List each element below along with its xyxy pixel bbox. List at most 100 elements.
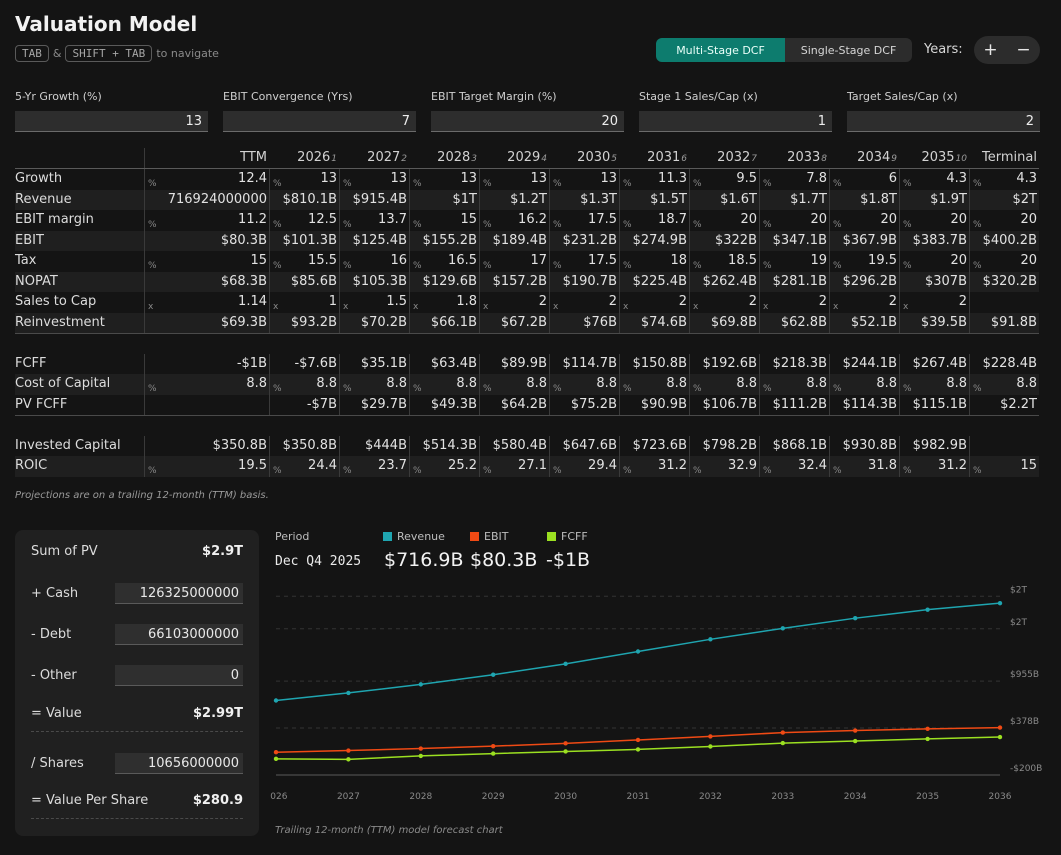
- x-tick-label: 2031: [627, 792, 650, 802]
- cell-value: 17.5: [588, 212, 617, 227]
- table-cell: $106.7B: [689, 394, 759, 415]
- table-cell: % 8.8: [619, 374, 689, 395]
- table-cell: % 20: [899, 251, 969, 272]
- cell-value: 2: [608, 294, 617, 309]
- assumption-input[interactable]: 13: [15, 111, 208, 132]
- unit-label: %: [273, 465, 282, 476]
- cell-value: $105.3B: [352, 273, 407, 289]
- cell-value: 16: [390, 253, 407, 268]
- other-input[interactable]: 0: [115, 665, 243, 686]
- table-cell: [969, 435, 1039, 456]
- cell-value: $67.2B: [500, 314, 547, 330]
- cell-value: $155.2B: [422, 232, 477, 248]
- cell-value: 23.7: [378, 458, 407, 473]
- table-cell: % 8.8: [829, 374, 899, 395]
- table-cell: $444B: [339, 435, 409, 456]
- years-minus-button[interactable]: −: [1016, 40, 1031, 60]
- cell-value: $68.3B: [220, 273, 267, 289]
- table-cell: $63.4B: [409, 353, 479, 374]
- cell-value: $64.2B: [500, 396, 547, 412]
- table-cell: % 15: [409, 210, 479, 231]
- table-cell: $189.4B: [479, 230, 549, 251]
- cell-value: 2: [538, 294, 547, 309]
- table-cell: $1.6T: [689, 189, 759, 210]
- cell-value: $29.7B: [360, 396, 407, 412]
- table-cell: $76B: [549, 312, 619, 333]
- single-stage-dcf-button[interactable]: Single-Stage DCF: [785, 38, 912, 62]
- unit-label: %: [343, 219, 352, 230]
- input-label: EBIT Target Margin (%): [431, 90, 557, 103]
- cell-value: $320.2B: [982, 273, 1037, 289]
- unit-label: %: [833, 383, 842, 394]
- table-cell: $322B: [689, 230, 759, 251]
- cell-value: $91.8B: [990, 314, 1037, 330]
- unit-label: %: [413, 219, 422, 230]
- unit-label: %: [148, 465, 157, 476]
- cell-value: 15: [250, 253, 267, 268]
- header-spacer: [15, 148, 144, 168]
- table-cell: [144, 394, 269, 415]
- cell-value: $70.2B: [360, 314, 407, 330]
- assumption-input[interactable]: 20: [431, 111, 624, 132]
- table-cell: % 16.2: [479, 210, 549, 231]
- table-row: Growth% 12.4% 13% 13% 13% 13% 13% 11.3% 9.5% 7.8%…: [15, 169, 1039, 190]
- table-cell: % 17.5: [549, 210, 619, 231]
- other-label: - Other: [31, 668, 77, 683]
- divider: [31, 731, 243, 732]
- cell-value: $296.2B: [842, 273, 897, 289]
- table-row: PV FCFF -$7B $29.7B $49.3B $64.2B $75.2B $90.9…: [15, 394, 1039, 415]
- table-cell[interactable]: 716924000000: [144, 189, 269, 210]
- cell-value: $114.3B: [842, 396, 897, 412]
- chart-caption: Trailing 12-month (TTM) model forecast c…: [275, 825, 503, 836]
- cell-value: $157.2B: [492, 273, 547, 289]
- table-cell: % 8.8: [269, 374, 339, 395]
- table-cell: % 9.5: [689, 169, 759, 190]
- table-row: FCFF -$1B -$7.6B $35.1B $63.4B $89.9B $114.7B $…: [15, 353, 1039, 374]
- table-cell: % 6: [829, 169, 899, 190]
- data-point-revenue: [418, 682, 423, 687]
- cell-value: 13: [320, 171, 337, 186]
- table-row: Invested Capital $350.8B $350.8B $444B $514.…: [15, 435, 1039, 456]
- table-cell: % 13: [269, 169, 339, 190]
- row-label: Growth: [15, 171, 63, 186]
- section-gap: [15, 415, 1039, 436]
- table-cell: $190.7B: [549, 271, 619, 292]
- debt-input[interactable]: 66103000000: [115, 624, 243, 645]
- multi-stage-dcf-button[interactable]: Multi-Stage DCF: [656, 38, 785, 62]
- cell-value: $1.9T: [930, 191, 967, 207]
- table-cell: $231.2B: [549, 230, 619, 251]
- assumption-input[interactable]: 1: [639, 111, 832, 132]
- cell-value: $66.1B: [430, 314, 477, 330]
- table-cell: % 18.7: [619, 210, 689, 231]
- cell-value: 13.7: [378, 212, 407, 227]
- cell-value: 1: [328, 294, 337, 309]
- table-cell: [969, 292, 1039, 313]
- unit-label: %: [973, 465, 982, 476]
- unit-label: %: [483, 383, 492, 394]
- cell-value: $1.5T: [650, 191, 687, 207]
- data-point-ebit: [273, 750, 279, 755]
- data-point-ebit: [418, 746, 423, 751]
- cell-value: 19.5: [238, 458, 267, 473]
- cell-value: 8.8: [456, 376, 477, 391]
- amp: &: [52, 47, 62, 60]
- table-cell: $52.1B: [829, 312, 899, 333]
- table-cell[interactable]: % 15: [969, 456, 1039, 477]
- cash-input[interactable]: 126325000000: [115, 583, 243, 604]
- years-plus-button[interactable]: +: [983, 40, 998, 60]
- y-tick-label: $378B: [1010, 717, 1039, 727]
- cell-value: 20: [880, 212, 897, 227]
- x-tick-label: 2029: [482, 792, 505, 802]
- table-cell: % 4.3: [899, 169, 969, 190]
- cell-value: $514.3B: [422, 437, 477, 453]
- cell-value: 32.4: [798, 458, 827, 473]
- data-point-ebit: [925, 726, 930, 732]
- shares-input[interactable]: 10656000000: [115, 753, 243, 774]
- cell-value: 16.2: [518, 212, 547, 227]
- unit-label: %: [483, 219, 492, 230]
- assumption-input[interactable]: 7: [223, 111, 416, 132]
- data-point-fcff: [997, 734, 1003, 740]
- assumption-input[interactable]: 2: [847, 111, 1040, 132]
- cell-value: $930.8B: [842, 437, 897, 453]
